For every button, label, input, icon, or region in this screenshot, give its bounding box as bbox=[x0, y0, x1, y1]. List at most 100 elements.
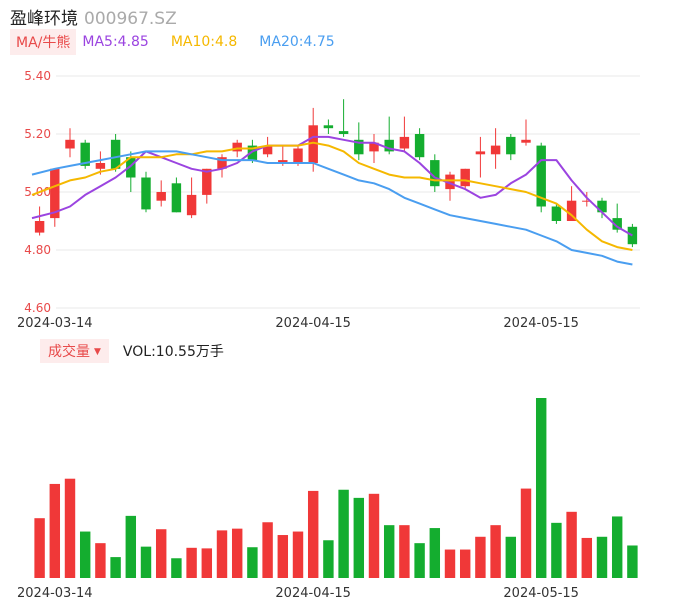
candle-body bbox=[171, 183, 182, 213]
candle-body bbox=[399, 136, 410, 149]
volume-bar bbox=[399, 525, 410, 578]
volume-bar bbox=[611, 516, 623, 578]
dropdown-triangle-icon: ▼ bbox=[94, 347, 101, 357]
volume-bar bbox=[535, 398, 547, 578]
candle-body bbox=[278, 160, 288, 163]
candle-body bbox=[262, 145, 273, 155]
price-date-label: 2024-03-14 bbox=[17, 316, 93, 331]
ma5-line bbox=[31, 135, 633, 237]
candle-body bbox=[141, 177, 151, 210]
candle-body bbox=[50, 168, 60, 219]
volume-bar bbox=[155, 529, 167, 578]
stock-code: 000967.SZ bbox=[84, 9, 177, 29]
candle-body bbox=[110, 139, 121, 169]
candle-body bbox=[566, 200, 577, 221]
candle-body bbox=[338, 131, 349, 134]
volume-bar bbox=[201, 548, 213, 578]
volume-value: VOL:10.55万手 bbox=[122, 344, 224, 360]
volume-bar bbox=[231, 528, 243, 578]
candle-body bbox=[536, 145, 546, 207]
volume-bar bbox=[216, 530, 228, 578]
volume-bar bbox=[414, 543, 425, 578]
price-tick-label: 4.80 bbox=[24, 243, 51, 257]
candle-body bbox=[612, 218, 622, 230]
candle-body bbox=[521, 139, 531, 143]
ma10-legend: MA10:4.8 bbox=[170, 34, 238, 50]
volume-bar bbox=[596, 536, 608, 578]
candle-body bbox=[475, 151, 486, 155]
stock-header: 盈峰环境 000967.SZ bbox=[10, 4, 177, 29]
volume-bar bbox=[171, 558, 182, 578]
volume-bar bbox=[49, 483, 61, 578]
volume-bar bbox=[368, 493, 380, 578]
ma20-legend: MA20:4.75 bbox=[259, 34, 335, 50]
volume-tag-label: 成交量 bbox=[48, 344, 90, 360]
stock-name: 盈峰环境 bbox=[10, 9, 78, 29]
candle-body bbox=[232, 142, 242, 152]
candle-body bbox=[430, 160, 440, 187]
volume-bar bbox=[292, 531, 304, 578]
ma5-legend: MA5:4.85 bbox=[82, 34, 149, 50]
candle-body bbox=[597, 200, 607, 213]
price-date-label: 2024-05-15 bbox=[503, 316, 579, 331]
volume-date-label: 2024-03-14 bbox=[17, 586, 93, 601]
volume-bar bbox=[551, 522, 562, 578]
price-date-label: 2024-04-15 bbox=[275, 316, 351, 331]
volume-bar bbox=[429, 528, 441, 578]
candle-body bbox=[506, 136, 516, 155]
volume-bar bbox=[323, 540, 334, 578]
volume-legend: 成交量 ▼ VOL:10.55万手 bbox=[40, 339, 224, 363]
candle-body bbox=[80, 142, 90, 166]
volume-bar bbox=[140, 546, 152, 578]
ma20-line bbox=[31, 150, 633, 266]
price-tick-label: 5.20 bbox=[24, 127, 51, 141]
candle-body bbox=[323, 125, 334, 129]
price-tick-label: 4.60 bbox=[24, 301, 51, 315]
volume-bar bbox=[307, 490, 319, 578]
volume-bar bbox=[338, 489, 349, 578]
candle-body bbox=[202, 168, 212, 195]
candle-body bbox=[460, 168, 470, 187]
volume-bar bbox=[34, 518, 45, 578]
candle-body bbox=[217, 157, 227, 169]
candle-body bbox=[293, 148, 303, 163]
volume-date-label: 2024-04-15 bbox=[275, 586, 351, 601]
volume-bar bbox=[79, 531, 91, 578]
volume-bar bbox=[581, 537, 593, 578]
ma10-line bbox=[31, 141, 633, 251]
volume-bar bbox=[95, 543, 106, 578]
candle-body bbox=[582, 200, 592, 202]
volume-bar bbox=[383, 525, 395, 578]
ma-indicator-selector[interactable]: MA/牛熊 bbox=[10, 29, 77, 55]
candle-body bbox=[308, 125, 318, 163]
volume-bar bbox=[247, 547, 258, 578]
volume-bar bbox=[262, 522, 273, 578]
volume-bar bbox=[186, 547, 197, 578]
volume-indicator-selector[interactable]: 成交量 ▼ bbox=[40, 339, 109, 363]
volume-bar bbox=[125, 515, 137, 578]
candle-body bbox=[551, 206, 562, 221]
candle-body bbox=[156, 192, 166, 201]
candle-body bbox=[65, 139, 75, 149]
candle-body bbox=[186, 194, 197, 216]
candle-body bbox=[354, 139, 364, 155]
candle-body bbox=[414, 134, 425, 158]
volume-bar bbox=[110, 557, 121, 578]
volume-bar bbox=[444, 549, 456, 578]
volume-bar bbox=[277, 535, 289, 578]
volume-bar bbox=[475, 536, 486, 578]
price-tick-label: 5.40 bbox=[24, 69, 51, 83]
volume-bar bbox=[627, 545, 638, 578]
candle-body bbox=[247, 145, 258, 161]
volume-bar bbox=[505, 536, 517, 578]
volume-date-label: 2024-05-15 bbox=[503, 586, 579, 601]
candle-body bbox=[445, 174, 455, 190]
ma-legend: MA/牛熊 MA5:4.85 MA10:4.8 MA20:4.75 bbox=[10, 29, 357, 55]
volume-bar bbox=[520, 488, 532, 578]
candle-body bbox=[95, 163, 106, 169]
volume-bar bbox=[490, 525, 501, 578]
volume-bar bbox=[64, 478, 76, 578]
candle-body bbox=[34, 221, 45, 233]
volume-bar bbox=[459, 549, 471, 578]
